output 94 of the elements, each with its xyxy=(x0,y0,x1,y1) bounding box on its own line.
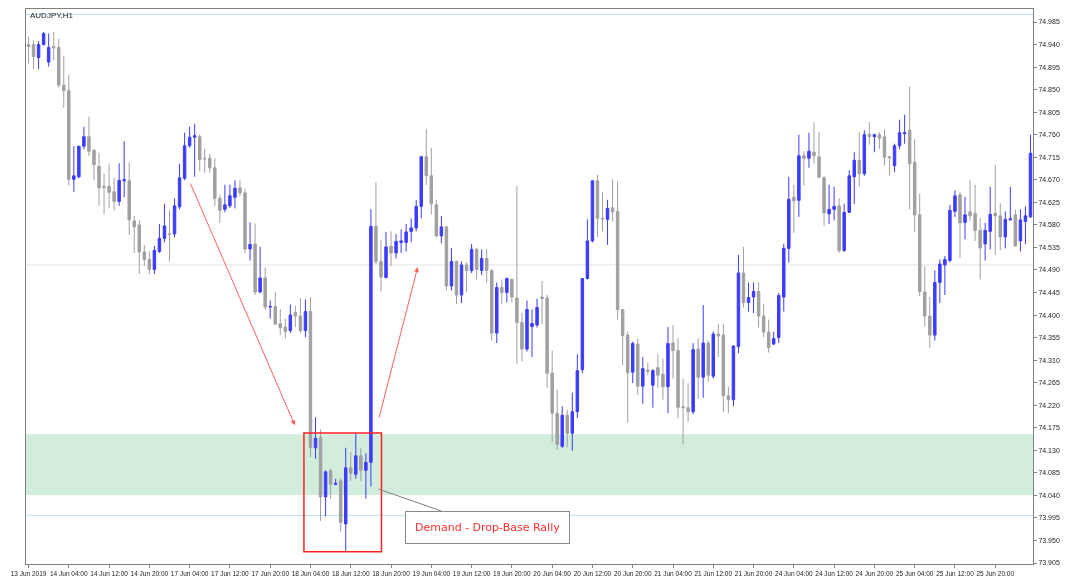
candlestick xyxy=(756,281,761,329)
candlestick xyxy=(902,114,907,145)
candlestick xyxy=(1013,208,1018,247)
candlestick xyxy=(157,223,162,254)
candlestick xyxy=(882,128,887,167)
candlestick xyxy=(389,230,393,267)
candlestick xyxy=(41,31,46,47)
candlestick xyxy=(746,281,751,313)
candlestick xyxy=(313,416,318,460)
candlestick xyxy=(505,276,509,304)
candlestick xyxy=(263,266,267,311)
candlestick xyxy=(384,231,388,279)
candlestick xyxy=(741,246,746,309)
candlestick xyxy=(600,191,605,232)
candlestick xyxy=(751,281,756,314)
candlestick xyxy=(268,300,272,320)
candlestick xyxy=(867,121,872,146)
candlestick xyxy=(585,218,590,280)
candlestick xyxy=(797,134,801,218)
candlestick xyxy=(872,133,877,153)
candlestick xyxy=(897,119,902,150)
candlestick xyxy=(36,40,41,70)
candlestick xyxy=(258,246,262,294)
candlestick xyxy=(288,304,293,334)
candlestick xyxy=(459,260,464,304)
candlestick xyxy=(349,451,353,482)
candlestick xyxy=(691,342,695,415)
candlestick xyxy=(354,432,358,480)
candlestick xyxy=(323,469,328,517)
candlestick xyxy=(182,132,187,181)
candlestick xyxy=(887,155,892,177)
candlestick xyxy=(162,203,167,243)
candlestick xyxy=(711,331,716,380)
candlestick xyxy=(318,428,323,522)
candlestick xyxy=(630,341,635,384)
candlestick xyxy=(439,215,444,244)
candlestick xyxy=(560,405,564,449)
candlestick xyxy=(1023,205,1028,245)
candlestick xyxy=(605,199,610,246)
candlestick xyxy=(802,150,806,187)
candlestick xyxy=(736,254,741,354)
candlestick xyxy=(359,447,363,482)
candlestick xyxy=(343,447,348,552)
candlestick xyxy=(298,297,303,334)
candlestick xyxy=(469,243,474,274)
candlestick xyxy=(338,477,343,533)
candlestick xyxy=(333,478,338,486)
candlestick xyxy=(172,197,177,238)
candlestick xyxy=(636,338,640,396)
candlestick xyxy=(696,338,700,400)
candlestick xyxy=(706,340,710,383)
candlestick xyxy=(1018,208,1023,252)
candlestick xyxy=(771,331,776,346)
candlestick xyxy=(641,356,645,405)
candlestick xyxy=(167,209,172,262)
candlestick xyxy=(807,132,811,169)
candlestick xyxy=(495,281,499,344)
candlestick xyxy=(500,278,504,305)
candlestick xyxy=(192,123,197,178)
candlestick xyxy=(837,197,841,254)
candlestick xyxy=(862,129,867,177)
candlestick xyxy=(177,163,182,210)
candlestick xyxy=(248,221,252,261)
candlestick xyxy=(303,299,308,338)
candlestick xyxy=(328,468,333,500)
candlestick xyxy=(474,247,479,280)
candlestick xyxy=(580,277,585,374)
candlestick xyxy=(651,368,655,409)
candlestick xyxy=(253,222,257,296)
candlestick xyxy=(666,326,670,414)
candlestick xyxy=(479,248,484,276)
candlestick xyxy=(464,261,469,293)
annotation: Demand - Drop-Base Rally xyxy=(415,521,561,534)
candlestick xyxy=(892,143,897,173)
candlestick xyxy=(610,178,615,222)
candlestick xyxy=(595,174,600,238)
candlestick xyxy=(449,247,454,292)
candlestick xyxy=(26,36,31,65)
candlestick xyxy=(31,39,36,70)
chart-title: AUDJPY,H1 xyxy=(30,11,74,20)
candlestick xyxy=(792,184,796,234)
candlestick xyxy=(812,121,816,164)
candlestick xyxy=(293,305,298,328)
candlestick xyxy=(646,362,650,376)
candlestick xyxy=(454,259,459,305)
candlestick xyxy=(701,304,705,399)
candlestick xyxy=(877,131,882,150)
candlestick xyxy=(565,409,569,448)
candlestick xyxy=(963,196,967,240)
candlestick xyxy=(726,386,731,414)
candlestick xyxy=(958,191,962,259)
candlestick xyxy=(857,131,862,187)
candlestick xyxy=(46,33,51,68)
candlestick xyxy=(152,245,157,275)
